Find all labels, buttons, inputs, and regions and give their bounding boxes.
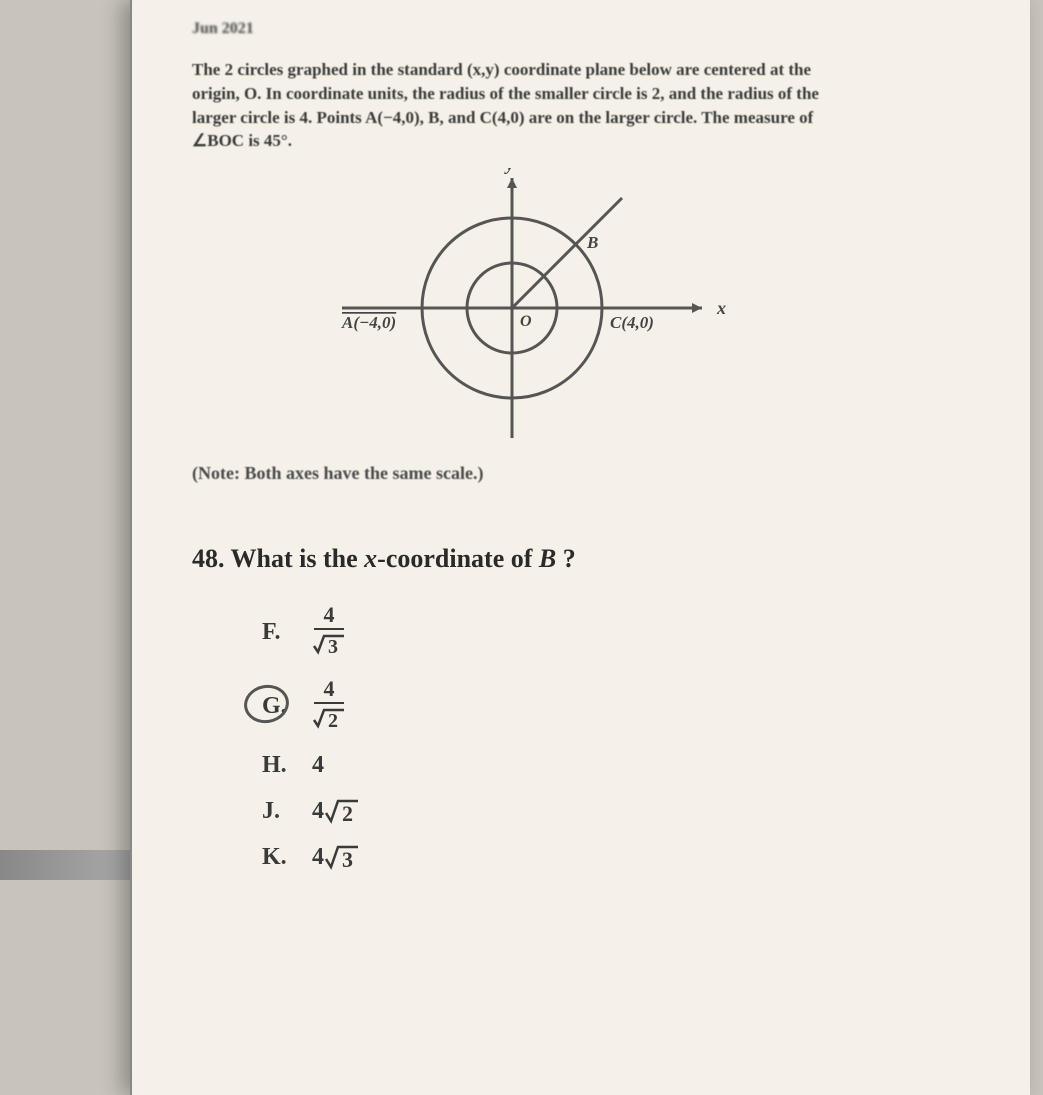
y-axis-label: y: [504, 168, 515, 174]
scale-note: (Note: Both axes have the same scale.): [192, 463, 980, 484]
diagram-svg: x y O A(−4,0) B C(4,0): [242, 168, 782, 448]
question-qmark: ?: [556, 544, 576, 573]
answer-k: K. 4 3: [262, 843, 980, 871]
answer-value-h: 4: [312, 752, 324, 779]
answer-letter-f: F.: [262, 619, 312, 646]
x-arrow-icon: [692, 303, 702, 313]
question-48: 48. What is the x-coordinate of B ?: [192, 544, 980, 574]
question-text-part2: -coordinate of: [377, 544, 539, 573]
page-header: Jun 2021: [192, 20, 980, 38]
answer-letter-g: G.: [262, 693, 312, 720]
book-spine: [0, 850, 130, 880]
svg-text:3: 3: [328, 636, 338, 656]
answer-letter-k: K.: [262, 844, 312, 871]
svg-text:2: 2: [342, 801, 353, 825]
sqrt-icon: 2: [312, 706, 346, 730]
point-a-label: A(−4,0): [341, 313, 396, 332]
sqrt-icon: 2: [324, 797, 360, 825]
page: Jun 2021 The 2 circles graphed in the st…: [130, 0, 1030, 1095]
answer-g: G. 4 2: [262, 678, 980, 734]
answer-letter-j: J.: [262, 798, 312, 825]
circled-mark-icon: [241, 681, 292, 726]
answer-value-f: 4 3: [312, 604, 346, 660]
sqrt-icon: 3: [312, 632, 346, 656]
question-number: 48.: [192, 544, 225, 573]
x-axis-label: x: [716, 298, 726, 318]
sqrt-icon: 3: [324, 843, 360, 871]
answer-value-g: 4 2: [312, 678, 346, 734]
question-b-var: B: [539, 544, 556, 573]
answer-j: J. 4 2: [262, 797, 980, 825]
answer-j-coef: 4: [312, 798, 324, 825]
answer-k-coef: 4: [312, 844, 324, 871]
answer-h: H. 4: [262, 752, 980, 779]
answer-f-denominator: 3: [312, 630, 346, 660]
y-arrow-icon: [507, 178, 517, 188]
problem-intro-text: The 2 circles graphed in the standard (x…: [192, 58, 852, 153]
answer-value-j: 4 2: [312, 797, 360, 825]
svg-text:3: 3: [342, 847, 353, 871]
point-b-label: B: [586, 233, 598, 252]
answer-f-numerator: 4: [314, 604, 344, 630]
svg-text:2: 2: [328, 710, 338, 730]
origin-label: O: [520, 313, 532, 330]
question-x-var: x: [364, 544, 377, 573]
question-text-part1: What is the: [231, 544, 365, 573]
circles-diagram: x y O A(−4,0) B C(4,0): [242, 168, 782, 448]
answer-letter-h: H.: [262, 752, 312, 779]
ray-ob: [512, 198, 622, 308]
answer-g-numerator: 4: [314, 678, 344, 704]
answer-g-denominator: 2: [312, 704, 346, 734]
answer-choices: F. 4 3 G. 4: [262, 604, 980, 871]
answer-value-k: 4 3: [312, 843, 360, 871]
answer-f: F. 4 3: [262, 604, 980, 660]
point-c-label: C(4,0): [610, 313, 654, 332]
